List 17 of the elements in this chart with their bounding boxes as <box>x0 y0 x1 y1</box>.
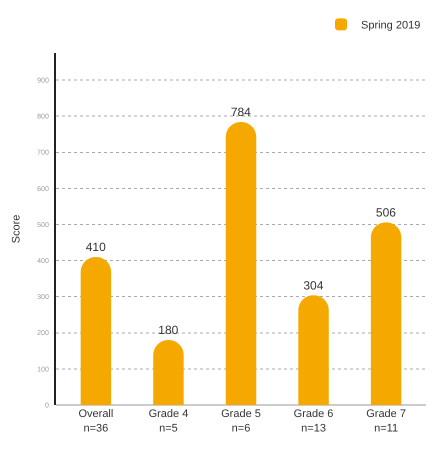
x-tick-label: Grade 5 n=6 <box>221 408 261 434</box>
bar <box>80 256 112 405</box>
legend-label: Spring 2019 <box>361 20 420 32</box>
y-axis-title: Score <box>10 214 22 244</box>
bar <box>153 340 184 405</box>
data-label: 506 <box>376 205 396 220</box>
data-label: 784 <box>230 104 252 119</box>
data-label: 410 <box>86 240 106 254</box>
x-tick-label: Grade 6 n=13 <box>294 408 334 434</box>
data-label: 180 <box>158 323 179 338</box>
x-tick-label: Overall n=36 <box>78 408 114 434</box>
bar <box>226 122 256 405</box>
bar <box>298 295 329 405</box>
bar <box>370 222 402 405</box>
x-tick-label: Grade 7 n=11 <box>366 408 406 434</box>
x-tick-label: Grade 4 n=5 <box>148 408 188 434</box>
data-label: 304 <box>303 278 324 292</box>
